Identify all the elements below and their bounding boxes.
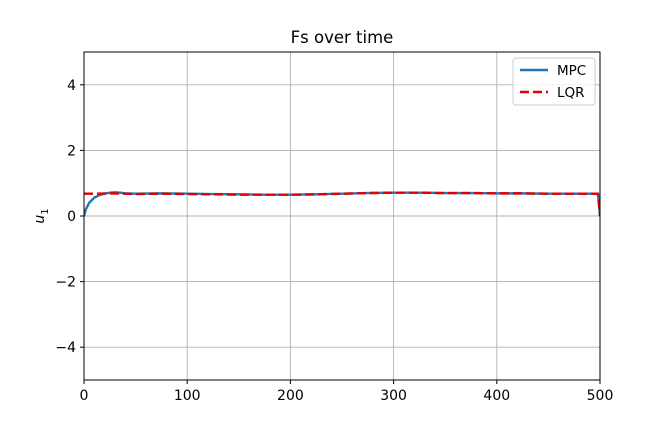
axis-ticks: 0 100 200 300 400 500 −4 −2 0 2 4: [55, 78, 613, 404]
legend-label-mpc: MPC: [557, 63, 586, 79]
y-axis-label-main: u: [32, 215, 48, 224]
y-axis-label-subscript: 1: [40, 208, 51, 214]
series-line-lqr: [84, 191, 600, 217]
legend-label-lqr: LQR: [557, 85, 585, 101]
y-tick-label: 0: [67, 209, 76, 225]
x-tick-label: 0: [80, 388, 89, 404]
x-tick-label: 500: [587, 388, 614, 404]
y-tick-label: 2: [67, 143, 76, 159]
y-tick-label: −4: [55, 340, 76, 356]
chart-title: Fs over time: [291, 28, 394, 47]
y-tick-label: 4: [67, 78, 76, 94]
x-tick-label: 200: [277, 388, 304, 404]
legend: MPC LQR: [512, 57, 596, 106]
y-tick-label: −2: [55, 275, 76, 291]
series-lines: [84, 191, 600, 217]
x-tick-label: 300: [380, 388, 407, 404]
x-tick-label: 100: [174, 388, 201, 404]
y-axis-label: u1: [32, 208, 51, 223]
x-tick-label: 400: [483, 388, 510, 404]
